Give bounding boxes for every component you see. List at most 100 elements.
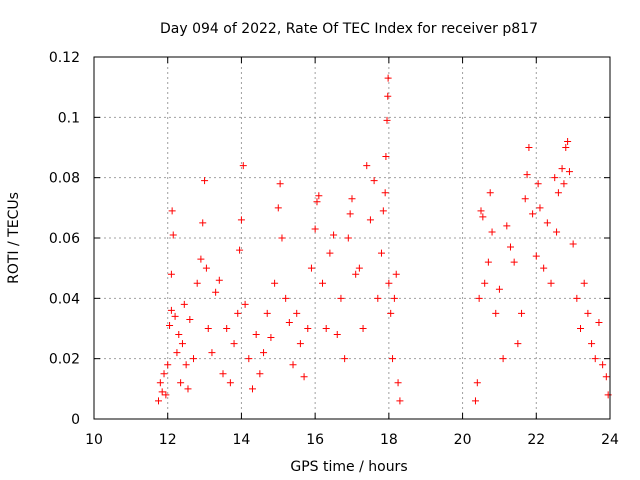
data-point — [540, 264, 548, 272]
x-tick-label: 12 — [159, 432, 177, 448]
data-point — [534, 180, 542, 188]
data-point — [201, 177, 209, 185]
data-point — [166, 321, 174, 329]
data-point — [212, 288, 220, 296]
data-point — [322, 325, 330, 332]
y-axis-ticks: 0 0.02 0.04 0.06 0.08 0.1 0.12 — [49, 50, 610, 428]
x-tick-label: 14 — [233, 432, 251, 448]
data-point — [162, 391, 170, 399]
y-tick-label: 0.12 — [49, 50, 80, 66]
data-point — [499, 355, 507, 363]
data-point — [296, 340, 304, 348]
data-point — [370, 177, 378, 185]
data-point — [547, 279, 555, 287]
data-point — [389, 355, 397, 363]
data-point — [565, 168, 573, 176]
data-point — [307, 264, 315, 272]
data-point — [475, 294, 483, 302]
data-point — [525, 144, 533, 151]
data-point — [184, 385, 192, 393]
data-point — [241, 300, 249, 308]
plot-frame — [93, 56, 611, 420]
data-point — [383, 116, 391, 124]
y-tick-label: 0.02 — [49, 352, 80, 368]
data-point — [366, 216, 374, 224]
grid-lines — [94, 57, 610, 419]
data-point — [289, 361, 297, 369]
data-point — [278, 234, 286, 242]
data-point — [256, 370, 264, 378]
data-point — [208, 349, 216, 357]
data-point — [390, 294, 398, 302]
data-point — [237, 216, 245, 224]
data-point — [503, 222, 511, 230]
y-tick-label: 0.1 — [58, 110, 80, 126]
data-point — [158, 388, 166, 396]
data-point — [532, 252, 540, 260]
data-point — [333, 331, 341, 339]
data-point — [484, 258, 492, 266]
y-tick-label: 0.06 — [49, 231, 80, 247]
x-axis-label: GPS time / hours — [290, 459, 407, 475]
data-point — [175, 331, 183, 339]
data-point — [471, 397, 479, 405]
data-point — [315, 192, 323, 200]
data-point — [197, 255, 205, 263]
data-point — [182, 361, 190, 369]
data-point — [521, 195, 529, 203]
x-axis-ticks: 10 12 14 16 18 20 22 24 — [85, 57, 619, 448]
data-point — [392, 270, 400, 278]
data-point — [230, 340, 238, 348]
data-point — [239, 162, 247, 170]
data-point — [245, 355, 253, 363]
data-point — [602, 373, 610, 381]
data-point — [341, 355, 349, 363]
data-point — [193, 279, 201, 287]
data-point — [300, 373, 308, 381]
x-tick-label: 24 — [601, 432, 619, 448]
data-point — [477, 207, 485, 215]
data-point — [551, 174, 559, 182]
data-point — [473, 379, 481, 387]
data-point — [481, 279, 489, 287]
data-point — [319, 279, 327, 287]
data-point — [560, 180, 568, 188]
data-point — [173, 349, 181, 357]
data-point — [219, 370, 227, 378]
data-point — [263, 309, 271, 317]
data-point — [381, 189, 389, 197]
data-point — [580, 279, 588, 287]
data-point — [595, 318, 603, 326]
data-point — [337, 294, 345, 302]
data-point — [276, 180, 284, 188]
data-point — [199, 219, 207, 227]
data-point — [591, 355, 599, 363]
data-point — [168, 207, 176, 215]
data-point — [486, 189, 494, 197]
data-point — [160, 370, 168, 378]
data-point — [234, 309, 242, 317]
data-point — [177, 379, 185, 387]
data-point — [169, 231, 177, 239]
data-point — [488, 228, 496, 236]
data-point — [599, 361, 607, 369]
data-point — [352, 270, 360, 278]
data-point — [536, 204, 544, 212]
y-axis-label: ROTI / TECUs — [6, 192, 22, 284]
data-point — [248, 385, 256, 393]
data-point — [577, 325, 585, 332]
data-point — [553, 228, 561, 236]
data-point — [495, 285, 503, 293]
data-point — [190, 355, 198, 363]
data-point — [311, 225, 319, 233]
data-point — [226, 379, 234, 387]
y-tick-label: 0 — [71, 412, 80, 428]
data-point — [330, 231, 338, 239]
data-point — [346, 210, 354, 218]
data-point — [387, 309, 395, 317]
data-point — [573, 294, 581, 302]
data-point — [267, 334, 275, 342]
data-point — [285, 318, 293, 326]
data-point — [564, 137, 572, 145]
data-point — [584, 309, 592, 317]
